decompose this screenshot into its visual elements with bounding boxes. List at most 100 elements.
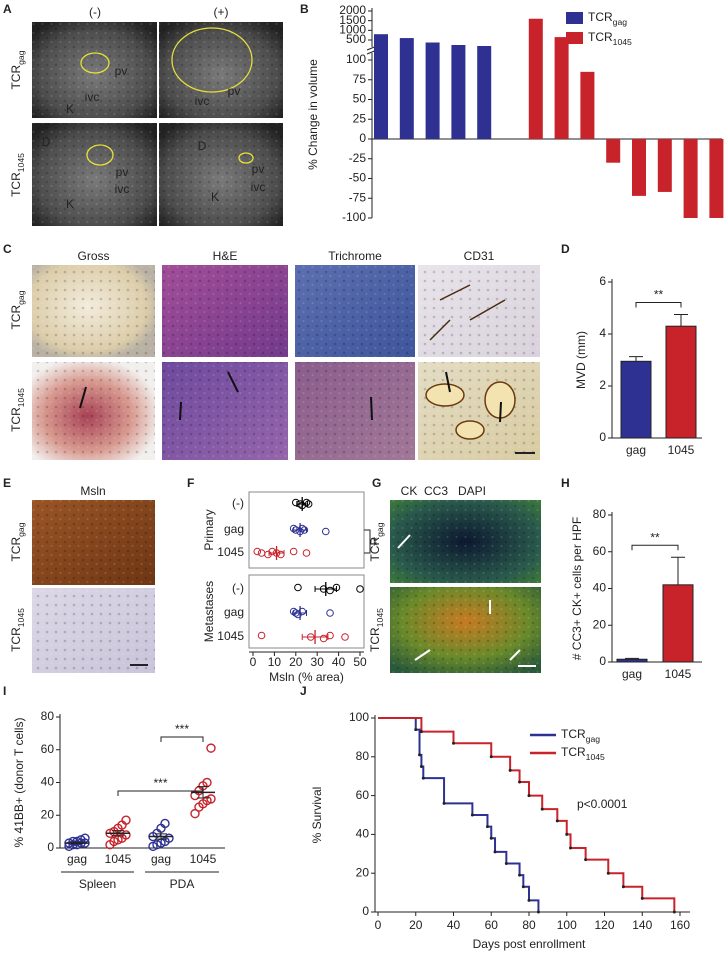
data-point bbox=[121, 815, 131, 825]
error-bar bbox=[268, 550, 285, 556]
column-header: DAPI bbox=[458, 484, 486, 498]
data-point bbox=[160, 818, 170, 829]
legend-swatch bbox=[566, 32, 583, 44]
x-tick-label: gag bbox=[151, 852, 171, 866]
y-tick-label: 0 bbox=[362, 904, 369, 918]
bar bbox=[657, 139, 672, 192]
bar bbox=[399, 38, 414, 139]
tumor-outline bbox=[86, 144, 114, 166]
tumor-outline bbox=[238, 152, 254, 164]
arrow bbox=[509, 649, 521, 661]
data-point bbox=[121, 830, 131, 840]
arrow bbox=[370, 396, 373, 421]
micrograph-texture bbox=[32, 588, 155, 673]
significance-label: *** bbox=[175, 722, 189, 736]
image-annotation: pv bbox=[116, 165, 129, 179]
censor-dot bbox=[418, 753, 422, 757]
micrograph-texture bbox=[32, 500, 155, 585]
error-bar bbox=[293, 610, 307, 616]
censor-dot bbox=[452, 741, 455, 745]
x-tick-label: 100 bbox=[557, 918, 577, 932]
legend-label: TCRgag bbox=[588, 10, 627, 27]
y-tick-label: 60 bbox=[41, 742, 55, 756]
arrow bbox=[179, 401, 182, 421]
vessel-lumen bbox=[425, 383, 465, 407]
censor-dot bbox=[527, 794, 531, 798]
data-point bbox=[206, 794, 216, 804]
arrow bbox=[414, 649, 431, 661]
y-tick-label: 0 bbox=[359, 131, 366, 145]
micrograph-texture bbox=[159, 22, 283, 118]
column-header: (-) bbox=[89, 5, 101, 19]
category-label: 1045 bbox=[217, 545, 244, 559]
column-header: (+) bbox=[214, 5, 229, 19]
x-tick-label: gag bbox=[67, 852, 87, 866]
arrow bbox=[397, 534, 411, 549]
arrow bbox=[227, 371, 239, 393]
error-bar bbox=[625, 657, 639, 660]
bar bbox=[451, 45, 466, 139]
x-tick-label: 20 bbox=[289, 655, 303, 669]
data-point bbox=[326, 631, 334, 640]
data-point bbox=[298, 607, 307, 616]
micrograph-texture bbox=[295, 265, 415, 357]
censor-dot bbox=[421, 776, 425, 780]
censor-dot bbox=[565, 832, 569, 836]
data-point bbox=[277, 550, 285, 559]
data-point bbox=[302, 549, 311, 557]
censor-dot bbox=[493, 850, 497, 854]
bar bbox=[528, 18, 543, 139]
group-label: Spleen bbox=[79, 877, 116, 891]
row-label: TCRgag bbox=[9, 522, 26, 561]
x-tick-label: 20 bbox=[409, 918, 423, 932]
category-label: gag bbox=[224, 605, 244, 619]
y-tick-label: 75 bbox=[353, 72, 367, 86]
panel-label: J bbox=[300, 684, 307, 698]
censor-dot bbox=[606, 871, 610, 875]
censor-dot bbox=[489, 836, 493, 840]
significance-label: *** bbox=[153, 776, 167, 790]
panel-label: C bbox=[3, 242, 12, 256]
y-tick-label: 80 bbox=[593, 507, 607, 521]
censor-dot bbox=[540, 807, 544, 811]
micrograph-texture bbox=[32, 123, 157, 226]
panel-label: H bbox=[561, 476, 570, 490]
row-label: TCR1045 bbox=[9, 608, 26, 652]
significance-bracket bbox=[631, 544, 679, 551]
censor-dot bbox=[518, 873, 522, 877]
significance-bracket bbox=[160, 736, 204, 742]
y-tick-label: 25 bbox=[353, 111, 367, 125]
axis-break bbox=[367, 47, 377, 53]
column-header: CC3 bbox=[424, 484, 448, 498]
censor-dot bbox=[489, 755, 493, 759]
column-header: H&E bbox=[213, 249, 238, 263]
bar bbox=[606, 139, 621, 163]
error-bar bbox=[112, 830, 124, 837]
censor-dot bbox=[518, 780, 522, 784]
image-annotation: K bbox=[211, 190, 219, 204]
micrograph-texture bbox=[390, 500, 541, 583]
y-tick-label: 40 bbox=[356, 827, 370, 841]
x-axis-label: Msln (% area) bbox=[269, 670, 344, 684]
x-tick-label: 1045 bbox=[105, 852, 132, 866]
y-axis-label: % Change in volume bbox=[306, 59, 320, 170]
y-tick-label: 40 bbox=[593, 581, 607, 595]
y-tick-label: -50 bbox=[349, 171, 367, 185]
p-value: p<0.0001 bbox=[577, 797, 628, 811]
error-bar bbox=[155, 833, 167, 840]
row-label: TCRgag bbox=[368, 522, 385, 561]
y-tick-label: 500 bbox=[346, 32, 366, 46]
y-tick-label: 0 bbox=[47, 840, 54, 854]
legend-swatch bbox=[566, 12, 583, 24]
y-tick-label: 60 bbox=[356, 788, 370, 802]
micrograph-texture bbox=[162, 362, 288, 460]
significance-label: ** bbox=[370, 537, 384, 547]
panel-label: G bbox=[372, 476, 381, 490]
image-annotation: ivc bbox=[115, 182, 130, 196]
data-point bbox=[321, 527, 330, 536]
column-header: Msln bbox=[80, 484, 105, 498]
x-tick-label: 60 bbox=[485, 918, 499, 932]
image-annotation: D bbox=[198, 139, 207, 153]
significance-bracket bbox=[117, 790, 204, 796]
